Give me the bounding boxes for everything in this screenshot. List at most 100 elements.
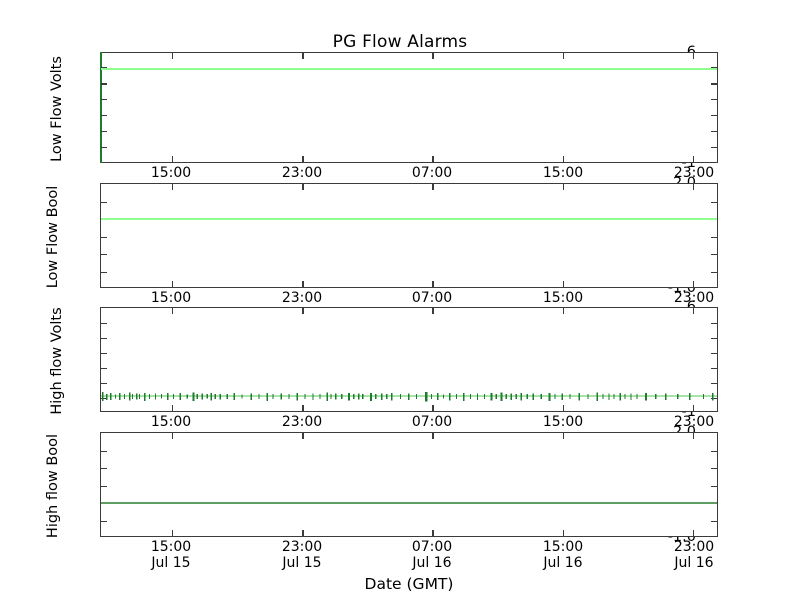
x-tick-mark [562,433,565,439]
x-tick-mark [562,308,565,314]
x-tick-mark [432,281,434,287]
x-tick-label: 15:00 Jul 16 [542,539,584,571]
y-tick-mark [101,115,107,117]
y-tick-mark [711,254,717,256]
x-tick-mark [171,405,174,411]
plot-panel-high-flow-bool [100,432,718,537]
y-tick-mark [711,323,717,325]
x-tick-mark [562,405,565,411]
x-tick-mark [302,53,304,59]
y-tick-mark [711,146,717,149]
x-tick-mark [171,53,174,59]
y-tick-mark [711,368,717,370]
x-tick-mark [171,281,174,287]
x-tick-label: 15:00 [150,290,192,306]
x-tick-mark [171,433,174,439]
x-tick-mark [692,156,695,162]
x-tick-mark [171,308,174,314]
x-tick-mark [562,281,565,287]
x-tick-mark [171,530,174,536]
x-tick-label: 07:00 [411,414,453,430]
y-tick-mark [711,398,717,400]
x-tick-mark [432,530,434,536]
x-tick-mark [432,184,434,190]
x-tick-label: 23:00 [673,414,715,430]
y-tick-mark [101,323,107,325]
y-tick-mark [711,130,717,133]
y-axis-title-panel-4: High flow Bool [45,433,61,539]
y-tick-mark [101,383,107,385]
x-tick-mark [302,405,304,411]
y-tick-mark [711,520,717,522]
x-tick-label: 23:00 [673,165,715,181]
y-tick-mark [101,99,107,101]
y-tick-mark [711,219,717,221]
y-tick-mark [711,201,717,203]
x-tick-label: 07:00 [411,165,453,181]
x-tick-mark [692,405,695,411]
y-tick-mark [101,271,107,273]
data-series-low-flow-bool [101,218,717,221]
x-axis-title: Date (GMT) [364,575,454,593]
y-tick-mark [711,468,717,470]
x-tick-label: 15:00 [542,165,584,181]
x-tick-label: 15:00 [150,165,192,181]
x-tick-mark [692,308,695,314]
y-tick-mark [101,201,107,203]
x-tick-mark [692,53,695,59]
x-tick-label: 23:00 [281,414,323,430]
x-tick-label: 23:00 [281,290,323,306]
x-tick-mark [171,156,174,162]
y-tick-mark [101,67,107,69]
x-tick-mark [692,281,695,287]
x-tick-label: 23:00 Jul 16 [673,539,715,571]
y-tick-mark [711,353,717,355]
x-tick-label: 15:00 [150,414,192,430]
x-tick-label: 15:00 Jul 15 [150,539,192,571]
x-tick-mark [432,156,434,162]
y-tick-mark [711,383,717,385]
y-tick-mark [101,338,107,340]
y-tick-mark [711,450,717,452]
data-series-high-flow-volts-baseline [101,395,717,398]
y-tick-mark [101,130,107,133]
y-tick-mark [101,503,107,505]
x-tick-label: 15:00 [542,290,584,306]
x-tick-mark [562,530,565,536]
x-tick-mark [302,281,304,287]
x-tick-mark [432,405,434,411]
plot-panel-low-flow-volts [100,52,718,163]
x-tick-label: 23:00 [673,290,715,306]
y-tick-mark [711,83,717,85]
y-tick-mark [711,503,717,505]
x-tick-mark [692,433,695,439]
y-tick-mark [101,146,107,149]
x-tick-label: 23:00 [281,165,323,181]
y-tick-mark [711,99,717,101]
axis-left-data-overlay [100,52,103,163]
chart-title: PG Flow Alarms [332,32,468,52]
x-tick-mark [562,184,565,190]
y-tick-mark [101,468,107,470]
plot-panel-high-flow-volts [100,307,718,412]
y-tick-mark [101,83,107,85]
plot-panel-low-flow-bool [100,183,718,288]
x-tick-mark [692,530,695,536]
y-tick-mark [101,450,107,452]
y-tick-mark [101,219,107,221]
y-tick-mark [101,254,107,256]
x-tick-mark [171,184,174,190]
y-tick-mark [711,115,717,117]
x-tick-mark [562,53,565,59]
x-tick-mark [302,184,304,190]
data-series-high-flow-volts-spikes [101,387,717,405]
x-tick-mark [562,156,565,162]
y-tick-mark [711,338,717,340]
x-tick-mark [692,184,695,190]
x-tick-label: 07:00 [411,290,453,306]
y-tick-mark [101,520,107,522]
y-tick-mark [101,485,107,487]
x-tick-mark [432,308,434,314]
y-tick-mark [101,353,107,355]
